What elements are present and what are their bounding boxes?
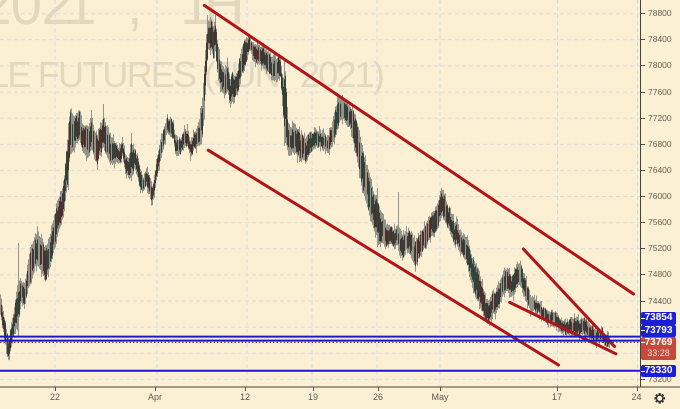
svg-text:,: , bbox=[127, 0, 143, 36]
svg-text:2: 2 bbox=[42, 0, 73, 36]
svg-text:1: 1 bbox=[65, 0, 96, 36]
svg-text:2021): 2021) bbox=[300, 54, 383, 95]
svg-text:LIVE CATTLE FUTURES: LIVE CATTLE FUTURES bbox=[0, 54, 196, 95]
svg-text:0: 0 bbox=[11, 0, 42, 36]
svg-text:2: 2 bbox=[0, 0, 12, 36]
